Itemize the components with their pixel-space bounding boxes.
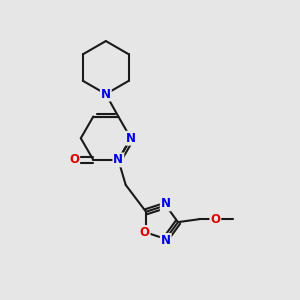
Text: N: N <box>113 153 123 167</box>
Text: N: N <box>126 132 136 145</box>
Text: O: O <box>69 153 79 167</box>
Text: O: O <box>140 226 149 239</box>
Text: N: N <box>161 197 171 210</box>
Text: N: N <box>101 88 111 100</box>
Text: O: O <box>210 213 220 226</box>
Text: N: N <box>161 234 171 247</box>
